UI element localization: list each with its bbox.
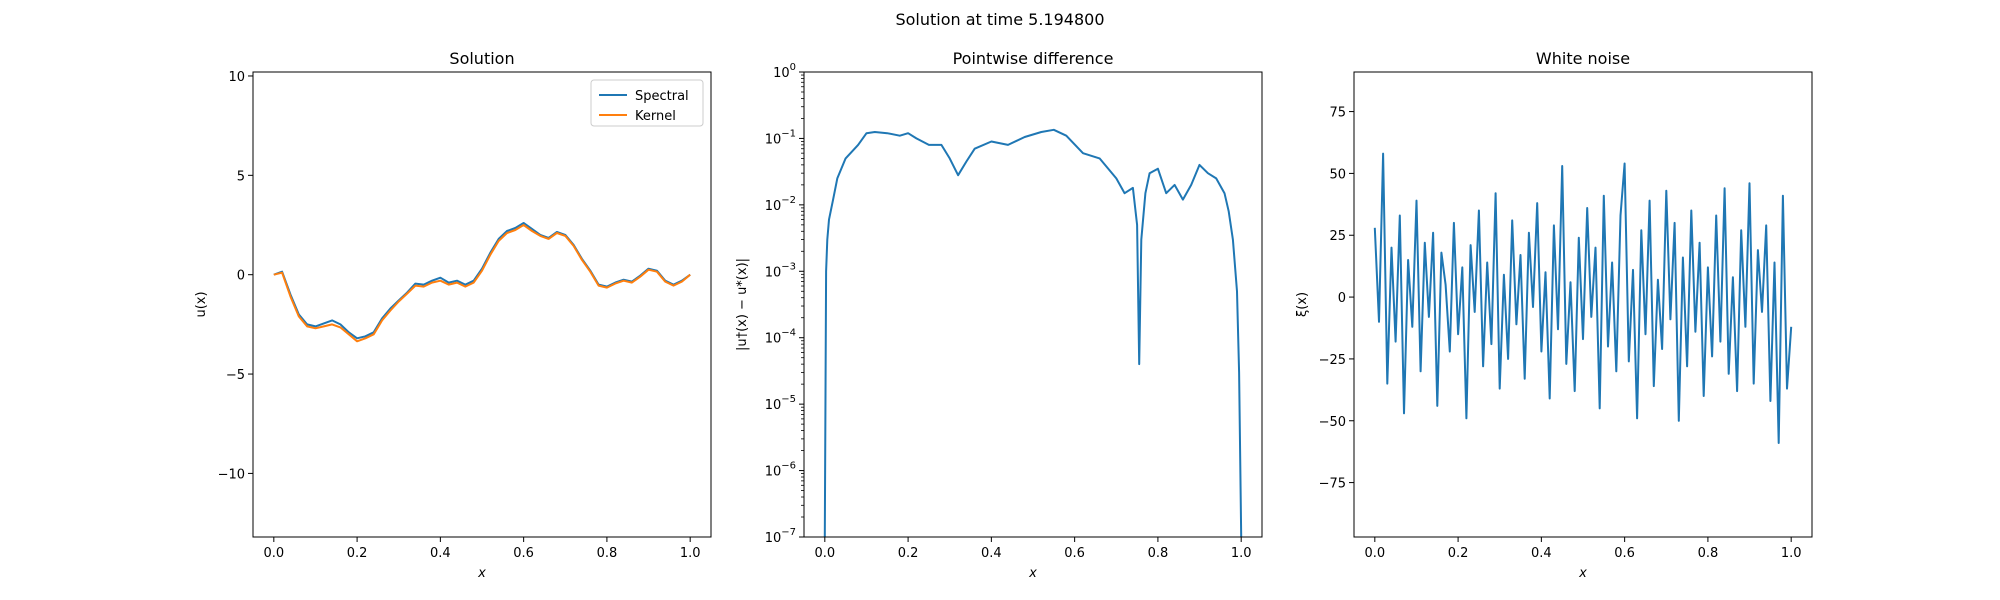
noise-xtick-label: 0.2 [1448, 546, 1469, 561]
legend-label-1: Kernel [635, 109, 676, 124]
difference-ylabel: |u†(x) − u*(x)| [735, 258, 750, 351]
noise-ytick-label: 0 [1338, 291, 1346, 306]
solution-xtick-label: 0.6 [513, 546, 534, 561]
noise-ytick-label: −75 [1319, 477, 1346, 492]
noise-series-group [1373, 152, 1793, 444]
noise-ytick-label: −50 [1319, 415, 1346, 430]
noise-xtick-label: 1.0 [1781, 546, 1802, 561]
solution-axes-frame [252, 71, 712, 538]
solution-xtick-label: 0.4 [430, 546, 451, 561]
figure-suptitle: Solution at time 5.194800 [895, 10, 1104, 29]
solution-ytick-label: −5 [226, 368, 245, 383]
difference-xtick-label: 0.8 [1148, 546, 1169, 561]
solution-series-group [273, 222, 691, 343]
difference-xtick-label: 1.0 [1231, 546, 1252, 561]
solution-xlabel: x [477, 566, 486, 581]
difference-ytick-label: 10−6 [765, 461, 796, 480]
solution-ytick-label: 10 [228, 70, 245, 85]
solution-xtick-label: 1.0 [680, 546, 701, 561]
noise-ytick-label: 50 [1329, 167, 1346, 182]
difference-ytick-label: 10−4 [765, 328, 796, 347]
difference-axes-frame [803, 71, 1263, 538]
noise-xtick-label: 0.4 [1531, 546, 1552, 561]
solution-panel: 0.0 0.2 0.4 0.6 0.8 1.0 −10 −5 0 5 10 Solution x u(x)… [194, 49, 712, 581]
difference-series-group [823, 128, 1243, 537]
noise-panel: 0.0 0.2 0.4 0.6 0.8 1.0 −75 −50 −25 0 25 50 75 White … [1295, 49, 1813, 581]
legend-label-0: Spectral [635, 89, 689, 104]
noise-title: White noise [1536, 49, 1630, 68]
solution-xtick-label: 0.2 [347, 546, 368, 561]
solution-series-line-1 [273, 224, 691, 343]
noise-xlabel: x [1578, 566, 1587, 581]
difference-ytick-label: 100 [773, 62, 796, 81]
noise-ylabel: ξ(x) [1295, 292, 1310, 317]
noise-ytick-label: 75 [1329, 106, 1346, 121]
noise-ytick-label: 25 [1329, 229, 1346, 244]
noise-xtick-label: 0.8 [1698, 546, 1719, 561]
noise-axes-frame [1353, 71, 1813, 538]
solution-xtick-label: 0.8 [597, 546, 618, 561]
difference-ytick-label: 10−1 [765, 128, 796, 147]
difference-ytick-label: 10−5 [765, 394, 796, 413]
difference-xtick-label: 0.2 [898, 546, 919, 561]
difference-title: Pointwise difference [953, 49, 1114, 68]
solution-ytick-label: 0 [237, 269, 245, 284]
noise-series-line-0 [1373, 152, 1793, 444]
difference-ytick-label: 10−2 [765, 195, 796, 214]
solution-ytick-label: 5 [237, 169, 245, 184]
noise-xtick-label: 0.0 [1364, 546, 1385, 561]
difference-xtick-label: 0.6 [1064, 546, 1085, 561]
solution-xtick-label: 0.0 [263, 546, 284, 561]
difference-series-line-0 [823, 128, 1243, 537]
difference-panel: 0.0 0.2 0.4 0.6 0.8 1.0 10−7 10−6 10−5 10−4 10−3 10… [735, 49, 1263, 581]
difference-xtick-label: 0.4 [981, 546, 1002, 561]
difference-ytick-label: 10−3 [765, 261, 796, 280]
noise-xtick-label: 0.6 [1614, 546, 1635, 561]
solution-ylabel: u(x) [194, 291, 209, 317]
difference-xlabel: x [1028, 566, 1037, 581]
noise-ytick-label: −25 [1319, 353, 1346, 368]
difference-ytick-label: 10−7 [765, 527, 796, 546]
solution-title: Solution [449, 49, 514, 68]
solution-legend: Spectral Kernel [590, 79, 704, 127]
difference-xtick-label: 0.0 [814, 546, 835, 561]
solution-ytick-label: −10 [218, 467, 245, 482]
